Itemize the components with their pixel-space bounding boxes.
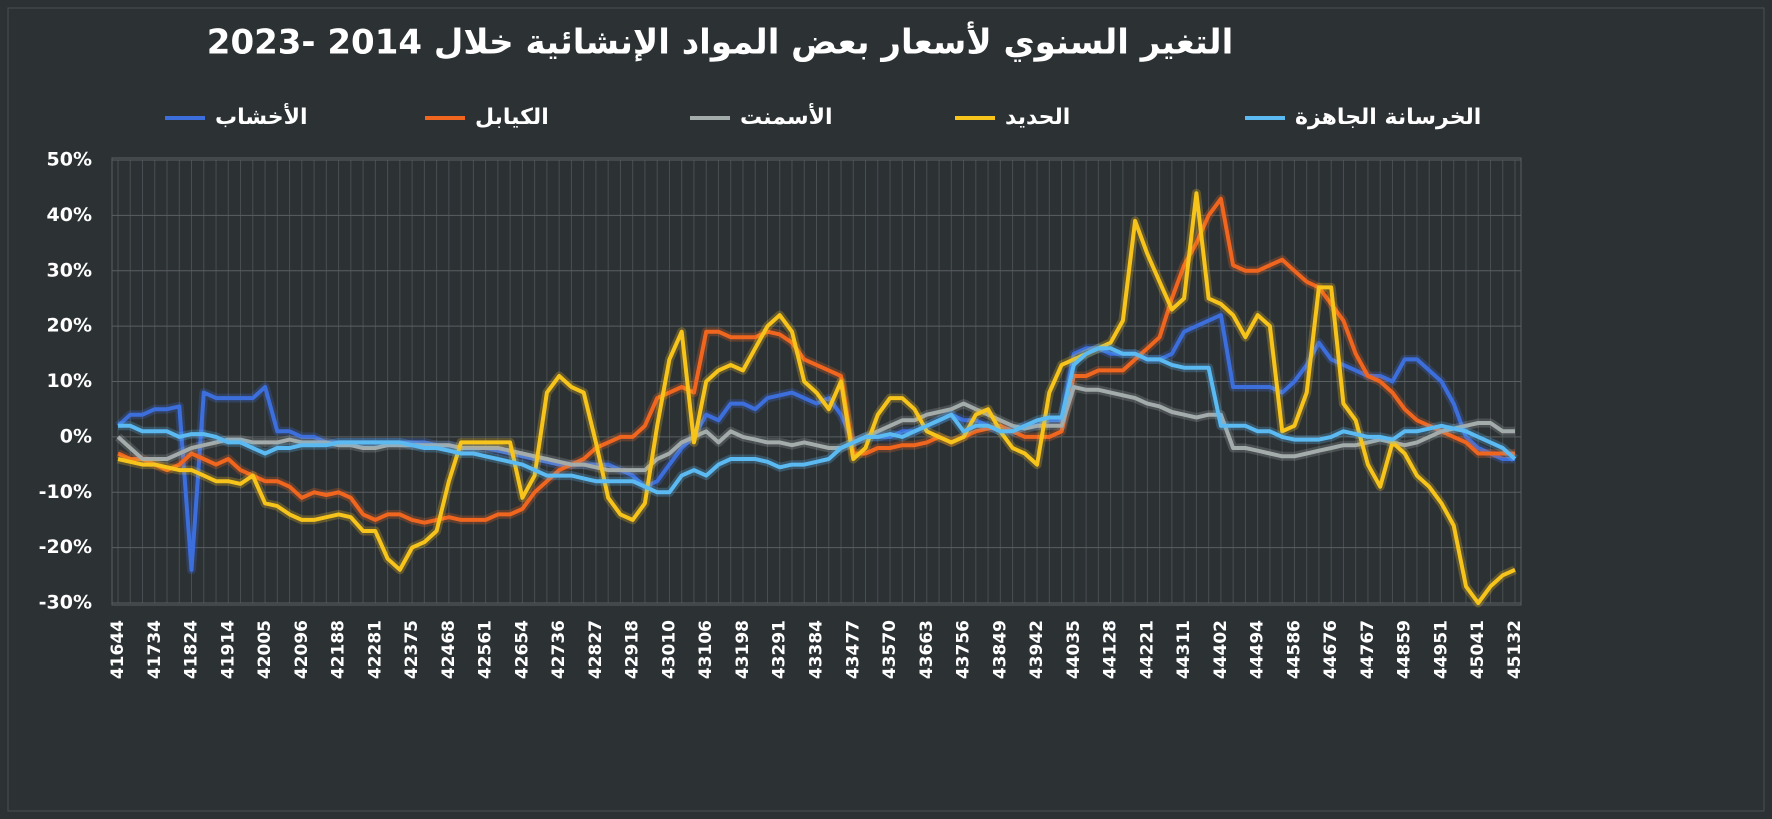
chart-frame (7, 7, 1765, 812)
x-tick-label: 43849 (990, 620, 1010, 679)
chart-title: التغير السنوي لأسعار بعض المواد الإنشائي… (207, 21, 1233, 63)
y-tick-label: 30% (47, 259, 92, 281)
x-tick-label: 43198 (733, 620, 753, 679)
x-tick-label: 43384 (807, 620, 827, 679)
series-line (117, 196, 1515, 525)
x-tick-label: 44494 (1248, 620, 1268, 679)
legend-label: الأخشاب (215, 102, 308, 130)
y-tick-label: 10% (47, 370, 92, 392)
x-tick-label: 44767 (1358, 620, 1378, 679)
x-tick-label: 41824 (182, 620, 202, 679)
x-tick-label: 41644 (108, 620, 128, 679)
x-tick-label: 42281 (365, 620, 385, 679)
legend-label: الأسمنت (740, 102, 833, 130)
legend-label: الخرسانة الجاهزة (1295, 105, 1481, 130)
x-tick-label: 43663 (917, 620, 937, 679)
series-line (117, 191, 1516, 605)
x-tick-label: 44402 (1211, 620, 1231, 679)
x-tick-label: 44128 (1101, 620, 1121, 679)
x-tick-label: 44221 (1137, 620, 1157, 679)
x-tick-label: 44311 (1174, 620, 1194, 679)
x-tick-label: 42005 (255, 620, 275, 679)
x-tick-label: 41734 (145, 620, 165, 679)
x-tick-label: 43756 (954, 620, 974, 679)
x-tick-label: 44859 (1395, 620, 1415, 679)
y-tick-label: -10% (39, 481, 92, 503)
y-tick-label: 50% (47, 149, 92, 171)
x-tick-label: 42918 (623, 620, 643, 679)
y-tick-label: -30% (39, 592, 92, 614)
x-tick-label: 42654 (512, 620, 532, 679)
y-tick-label: 0% (60, 425, 92, 447)
y-tick-label: 40% (47, 204, 92, 226)
x-tick-label: 45132 (1505, 620, 1525, 679)
x-tick-label: 42736 (549, 620, 569, 679)
x-tick-label: 42096 (292, 620, 312, 679)
x-tick-label: 42188 (329, 620, 349, 679)
x-tick-label: 43291 (770, 620, 790, 679)
series-line (116, 385, 1515, 473)
x-tick-label: 42468 (439, 620, 459, 679)
y-tick-label: 20% (47, 315, 92, 337)
x-tick-label: 43106 (696, 620, 716, 679)
x-tick-label: 42561 (476, 620, 496, 679)
x-tick-label: 43570 (880, 620, 900, 679)
x-tick-label: 41914 (218, 620, 238, 679)
series-line (118, 346, 1517, 495)
x-tick-label: 44035 (1064, 620, 1084, 679)
x-tick-label: 44676 (1321, 620, 1341, 679)
x-tick-label: 42827 (586, 620, 606, 679)
x-tick-label: 44586 (1284, 620, 1304, 679)
x-tick-label: 45041 (1468, 620, 1488, 679)
x-tick-label: 43942 (1027, 620, 1047, 679)
legend-label: الكيابل (475, 105, 549, 130)
y-tick-label: -20% (39, 536, 92, 558)
x-tick-label: 43477 (843, 620, 863, 679)
x-tick-label: 43010 (659, 620, 679, 679)
x-tick-label: 42375 (402, 620, 422, 679)
x-tick-label: 44951 (1431, 620, 1451, 679)
legend-label: الحديد (1005, 105, 1070, 130)
